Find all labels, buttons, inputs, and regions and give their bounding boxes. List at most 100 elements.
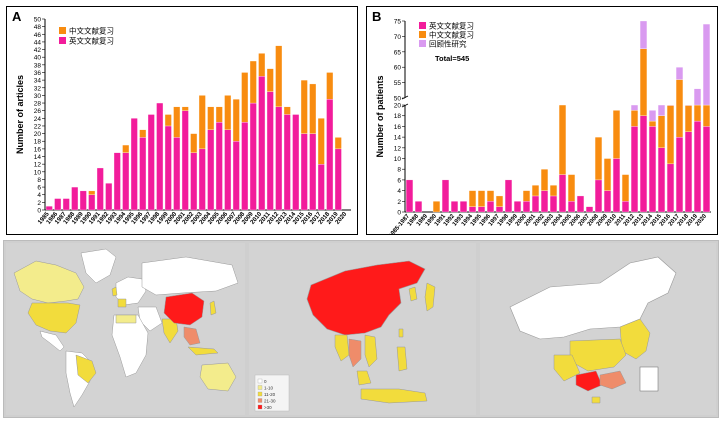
chart-a-ytick-label: 42 [34,47,42,54]
chart-a-ytick-label: 0 [37,208,41,215]
chart-b: 024681012141618205055606570751985-198719… [375,19,711,234]
chart-b-bar [468,190,477,207]
chart-b-bar [558,174,567,213]
chart-b-ytick-label: 70 [394,34,402,41]
map-australia [199,362,237,392]
chart-a-bar [275,106,283,211]
chart-b-bar [594,179,603,213]
chart-b-bar [702,23,711,106]
chart-a-bar [173,106,181,138]
chart-b-bar [648,110,657,122]
chart-a-bar [241,72,249,123]
chart-b-bar [513,201,522,213]
chart-b-bar [594,136,603,181]
chart-a-ytick-label: 18 [34,139,42,146]
map-korea [408,286,418,302]
chart-a-bar [147,114,155,211]
map-legend-swatch [257,391,263,397]
map-mexico [39,330,65,352]
chart-a-bar [105,183,113,211]
chart-b-bar [540,169,549,191]
chart-a-bar [275,45,283,108]
chart-b-bar [603,190,612,213]
map-legend-swatch [257,404,263,410]
chart-b-legend-label: 英文文献复习 [429,21,474,31]
chart-a-bar [181,110,189,211]
chart-a-bar [79,190,87,211]
china-map-svg [509,256,677,404]
china-map [480,243,716,415]
chart-b-bar [639,48,648,116]
chart-b-bar [585,206,594,213]
chart-b-bar [693,88,702,106]
chart-b-ytick-label: 65 [394,49,402,56]
chart-a-bar [96,167,104,211]
chart-b-bar [675,136,684,213]
chart-b-bar [684,131,693,213]
chart-a-bar [139,129,147,138]
chart-a-bar [326,72,334,100]
chart-a-ytick-label: 2 [37,200,41,207]
chart-b-total-annotation: Total=545 [435,54,469,63]
chart-a-ytick-label: 8 [37,177,41,184]
chart-a-bar [122,144,130,153]
chart-a-bar [54,198,62,211]
panel-a: A 0 2 4 6 8 10 12 14 16 18 20 22 24 26 28 30 32 34 36 38 40 4… [6,6,358,235]
chart-a-bar [207,106,215,130]
chart-b-bar [495,195,504,207]
chart-b-bar [612,158,621,213]
chart-b-bar [495,206,504,213]
chart-b-bar [441,179,450,213]
chart-a-ytick-label: 50 [34,17,42,24]
chart-b-bar [684,104,693,106]
chart-b-bar [648,126,657,213]
chart-a-bar [326,99,334,211]
chart-a-ytick-label: 20 [34,131,42,138]
map-north-africa [115,314,137,324]
chart-a-bar [249,60,257,104]
chart-a-bar [334,137,342,150]
chart-a-ylabel: Number of articles [15,75,25,154]
map-china-north [509,256,677,340]
chart-a-ytick-label: 44 [34,39,42,46]
map-hainan [591,396,601,404]
chart-a-bar [190,152,198,211]
chart-b-legend-swatch [419,40,426,47]
chart-b-ytick-label: 0 [397,210,401,217]
asia-map: 0 1-10 11-20 21-30 >30 [249,243,476,415]
chart-a-bar [232,99,240,142]
chart-a-legend-swatch [59,27,66,34]
panel-b-label: B [372,9,382,24]
chart-b-axis-break-mark [401,95,409,100]
chart-a-bar [224,95,232,130]
chart-a-ytick-label: 6 [37,185,41,192]
chart-b-bar [522,190,531,202]
map-se-asia [183,326,201,346]
map-guangxi [575,370,603,392]
chart-b-legend-swatch [419,22,426,29]
chart-a-bar [113,152,121,211]
chart-b-ytick-label: 60 [394,65,402,72]
chart-a-ytick-label: 26 [34,108,42,115]
chart-a-ytick-label: 16 [34,146,42,153]
chart-b-bar [657,147,666,213]
map-legend-swatch [257,398,263,403]
chart-b-ytick-label: 55 [394,80,402,87]
chart-b-bar [666,104,675,165]
chart-b-ylabel: Number of patients [375,75,385,157]
map-china-central [569,338,627,372]
chart-a-bar [139,137,147,211]
chart-a-ytick-label: 48 [34,24,42,31]
chart-b-bar [675,67,684,80]
map-russia [141,256,239,296]
chart-b-bar [693,104,702,122]
chart-a-bar [45,206,53,211]
chart-b-ytick-label: 10 [394,156,402,163]
map-legend-label: 21-30 [264,399,276,404]
chart-a-bar [164,114,172,127]
chart-b-bar [531,185,540,197]
map-legend-label: 11-20 [264,392,276,397]
chart-b-axis-break-mark [401,103,409,108]
